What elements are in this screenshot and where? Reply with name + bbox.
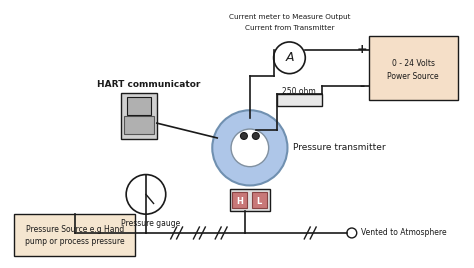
Circle shape [212, 110, 287, 185]
FancyBboxPatch shape [121, 94, 157, 139]
Text: Power Source: Power Source [387, 72, 439, 81]
FancyBboxPatch shape [277, 94, 322, 106]
Text: Pressure Source e.g Hand: Pressure Source e.g Hand [26, 225, 124, 233]
Text: 0 - 24 Volts: 0 - 24 Volts [392, 59, 435, 68]
Circle shape [126, 174, 166, 214]
Text: HART communicator: HART communicator [97, 80, 201, 89]
Text: Current from Transmitter: Current from Transmitter [245, 25, 334, 31]
Text: H: H [236, 197, 243, 206]
FancyBboxPatch shape [14, 214, 135, 256]
Text: -: - [359, 80, 364, 93]
Text: Pressure transmitter: Pressure transmitter [293, 143, 386, 152]
Circle shape [240, 132, 247, 139]
FancyBboxPatch shape [252, 192, 267, 208]
Text: Current meter to Measure Output: Current meter to Measure Output [228, 14, 350, 20]
FancyBboxPatch shape [124, 116, 154, 134]
Text: Vented to Atmosphere: Vented to Atmosphere [361, 228, 447, 237]
Text: pump or process pressure: pump or process pressure [25, 237, 125, 246]
Circle shape [231, 129, 269, 167]
Text: Pressure gauge: Pressure gauge [121, 219, 181, 228]
FancyBboxPatch shape [230, 189, 270, 211]
Circle shape [273, 42, 305, 74]
FancyBboxPatch shape [369, 36, 458, 100]
Text: A: A [285, 51, 294, 64]
Text: 250 ohm: 250 ohm [283, 87, 316, 96]
Circle shape [252, 132, 259, 139]
Text: L: L [256, 197, 262, 206]
Circle shape [347, 228, 357, 238]
Text: +: + [356, 43, 367, 56]
FancyBboxPatch shape [127, 97, 151, 115]
FancyBboxPatch shape [232, 192, 247, 208]
